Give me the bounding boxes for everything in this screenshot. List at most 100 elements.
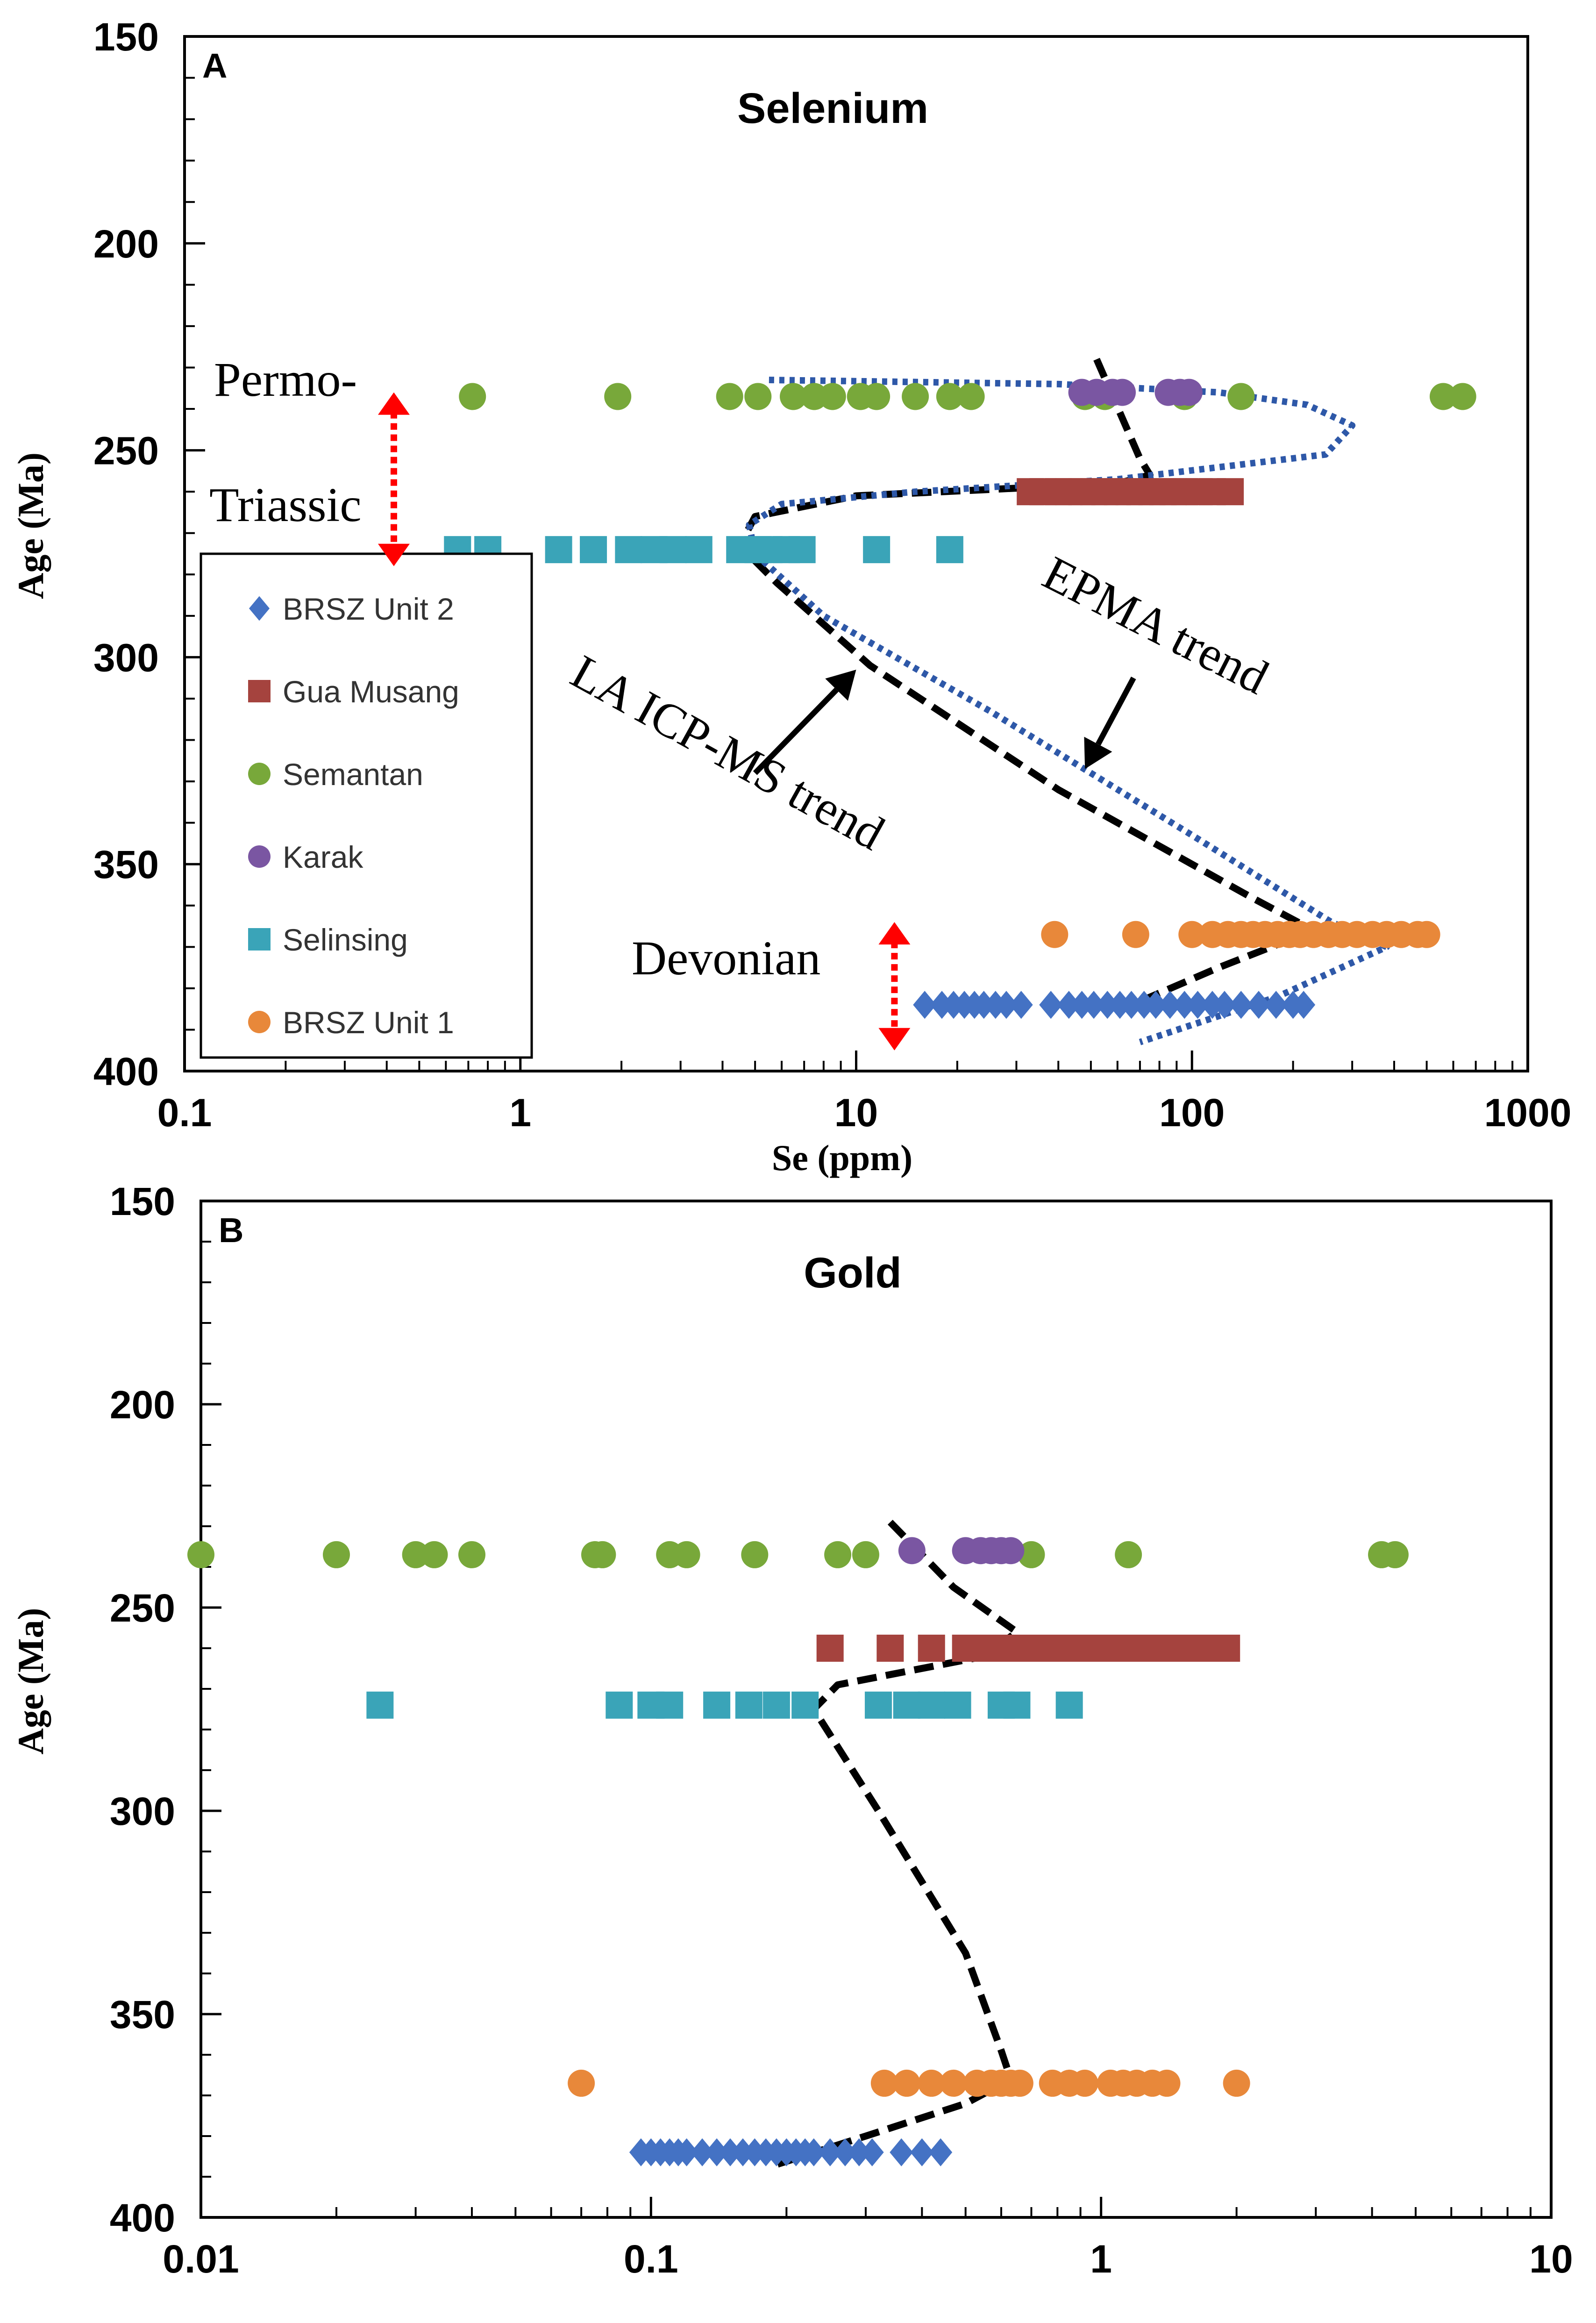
panel-b-point-semantan xyxy=(589,1541,616,1568)
panel-b-point-selinsing xyxy=(762,1691,790,1719)
panel-a-x-tick-label: 0.1 xyxy=(157,1091,212,1135)
panel-a-point-selinsing xyxy=(863,536,891,564)
panel-b-point-brsz-unit-1 xyxy=(1223,2069,1250,2097)
panel-b-point-selinsing xyxy=(735,1691,762,1719)
panel-b-point-selinsing xyxy=(1003,1691,1031,1719)
panel-b-point-brsz-unit-1 xyxy=(1006,2069,1033,2097)
panel-b-y-tick-label: 250 xyxy=(110,1586,175,1630)
panel-a-point-brsz-unit-2 xyxy=(1186,991,1210,1019)
la-icp-ms-trend-pointer-arrow-head xyxy=(825,669,856,701)
panel-a-point-semantan xyxy=(936,383,963,410)
panel-b-point-brsz-unit-1 xyxy=(918,2069,945,2097)
panel-a-point-semantan xyxy=(957,383,985,410)
panel-b-point-gua-musang xyxy=(876,1635,904,1662)
panel-a-point-brsz-unit-2 xyxy=(1200,991,1224,1019)
panel-a-point-brsz-unit-2 xyxy=(1119,991,1143,1019)
panel-a-point-brsz-unit-2 xyxy=(1173,991,1197,1019)
age-range-arrow-1 xyxy=(378,392,410,566)
panel-b-point-brsz-unit-1 xyxy=(870,2069,898,2097)
panel-a-y-tick-label: 400 xyxy=(93,1050,159,1094)
panel-a-point-semantan xyxy=(1430,383,1457,410)
legend-label-karak: Karak xyxy=(283,840,363,874)
panel-a-y-tick-label: 150 xyxy=(93,15,159,59)
panel-b-point-brsz-unit-2 xyxy=(818,2138,842,2166)
panel-a-point-selinsing xyxy=(615,536,642,564)
panel-a-point-selinsing xyxy=(936,536,963,564)
panel-b-point-brsz-unit-1 xyxy=(1071,2069,1098,2097)
panel-a-point-brsz-unit-2 xyxy=(1009,991,1033,1019)
panel-a-point-semantan xyxy=(604,383,632,410)
panel-b-point-selinsing xyxy=(703,1691,731,1719)
panel-a-point-brsz-unit-2 xyxy=(1144,991,1168,1019)
panel-a-point-brsz-unit-2 xyxy=(1057,991,1081,1019)
panel-a-point-brsz-unit-2 xyxy=(1096,991,1119,1019)
annotation-devonian: Devonian xyxy=(632,931,820,985)
panel-a-point-brsz-unit-2 xyxy=(1292,991,1316,1019)
panel-a-x-tick-label: 100 xyxy=(1159,1091,1225,1135)
panel-a-x-tick-label: 10 xyxy=(834,1091,878,1135)
panel-b-y-axis-title: Age (Ma) xyxy=(10,1608,51,1754)
panel-a-label: A xyxy=(202,46,227,85)
panel-b-point-brsz-unit-2 xyxy=(910,2138,934,2166)
panel-a-point-brsz-unit-2 xyxy=(1039,991,1063,1019)
panel-a-point-karak xyxy=(1175,379,1203,406)
panel-a-point-brsz-unit-2 xyxy=(1247,991,1271,1019)
panel-b-point-semantan xyxy=(458,1541,485,1568)
panel-b-title: Gold xyxy=(804,1249,902,1297)
panel-b-point-semantan xyxy=(741,1541,769,1568)
annotation-permo: Permo- xyxy=(214,353,357,407)
panel-b-x-tick-label: 0.1 xyxy=(624,2237,678,2281)
panel-a-title: Selenium xyxy=(737,85,928,132)
panel-b-point-brsz-unit-2 xyxy=(691,2138,714,2166)
panel-b-point-semantan xyxy=(673,1541,700,1568)
panel-b-plot-frame xyxy=(200,1200,1553,2219)
panel-a-point-selinsing xyxy=(788,536,816,564)
legend-marker-brsz-unit-1 xyxy=(248,1011,271,1033)
panel-a-point-semantan xyxy=(1449,383,1476,410)
panel-a-point-brsz-unit-2 xyxy=(1229,991,1253,1019)
panel-a-point-gua-musang xyxy=(1217,478,1244,506)
panel-b-point-brsz-unit-2 xyxy=(731,2138,755,2166)
panel-a-point-selinsing xyxy=(545,536,572,564)
panel-a-point-karak xyxy=(1109,379,1136,406)
panel-b-point-gua-musang xyxy=(1213,1635,1240,1662)
panel-a-point-selinsing xyxy=(580,536,607,564)
panel-a-point-semantan xyxy=(744,383,772,410)
panel-a-point-selinsing xyxy=(685,536,712,564)
panel-b-point-brsz-unit-2 xyxy=(833,2138,857,2166)
panel-b-y-tick-label: 150 xyxy=(110,1179,175,1223)
panel-b-point-brsz-unit-1 xyxy=(893,2069,920,2097)
panel-b-y-tick-label: 350 xyxy=(110,1993,175,2037)
panel-b-point-gua-musang xyxy=(1044,1635,1071,1662)
panel-a-y-tick-label: 200 xyxy=(93,222,159,266)
la-icp-ms-trend-pointer-arrow-shaft xyxy=(753,687,839,775)
panel-a: 0.1 1 10 100 1000 150 200 250 300 350 400 Age (Ma) S… xyxy=(10,15,1571,1178)
legend-marker-gua-musang xyxy=(248,680,271,702)
panel-a-x-tick-label: 1000 xyxy=(1484,1091,1572,1135)
panel-a-point-semantan xyxy=(819,383,846,410)
legend-marker-semantan xyxy=(248,763,271,785)
panel-b-point-gua-musang xyxy=(977,1635,1005,1662)
legend-label-selinsing: Selinsing xyxy=(283,922,408,957)
legend-marker-karak xyxy=(248,845,271,868)
panel-a-point-brsz-unit-2 xyxy=(1082,991,1106,1019)
legend-label-semantan: Semantan xyxy=(283,757,423,792)
panel-a-point-brsz-unit-1 xyxy=(1041,921,1069,948)
panel-b-point-brsz-unit-2 xyxy=(860,2138,884,2166)
panel-a-point-brsz-unit-1 xyxy=(1178,921,1206,948)
panel-a-point-semantan xyxy=(459,383,486,410)
panel-a-la-icp-ms-trend-line xyxy=(736,357,1317,1013)
panel-b-label: B xyxy=(219,1211,243,1250)
panel-b-point-semantan xyxy=(824,1541,852,1568)
panel-b-point-selinsing xyxy=(791,1691,819,1719)
panel-a-y-tick-label: 350 xyxy=(93,843,159,886)
panel-b-point-selinsing xyxy=(864,1691,892,1719)
panel-b-point-semantan xyxy=(187,1541,214,1568)
panel-b-x-tick-label: 1 xyxy=(1090,2237,1112,2281)
panel-b-y-tick-label: 300 xyxy=(110,1789,175,1833)
legend-marker-brsz-unit-2 xyxy=(249,596,270,621)
panel-b-point-brsz-unit-2 xyxy=(890,2138,913,2166)
legend-label-gua-musang: Gua Musang xyxy=(283,674,459,709)
